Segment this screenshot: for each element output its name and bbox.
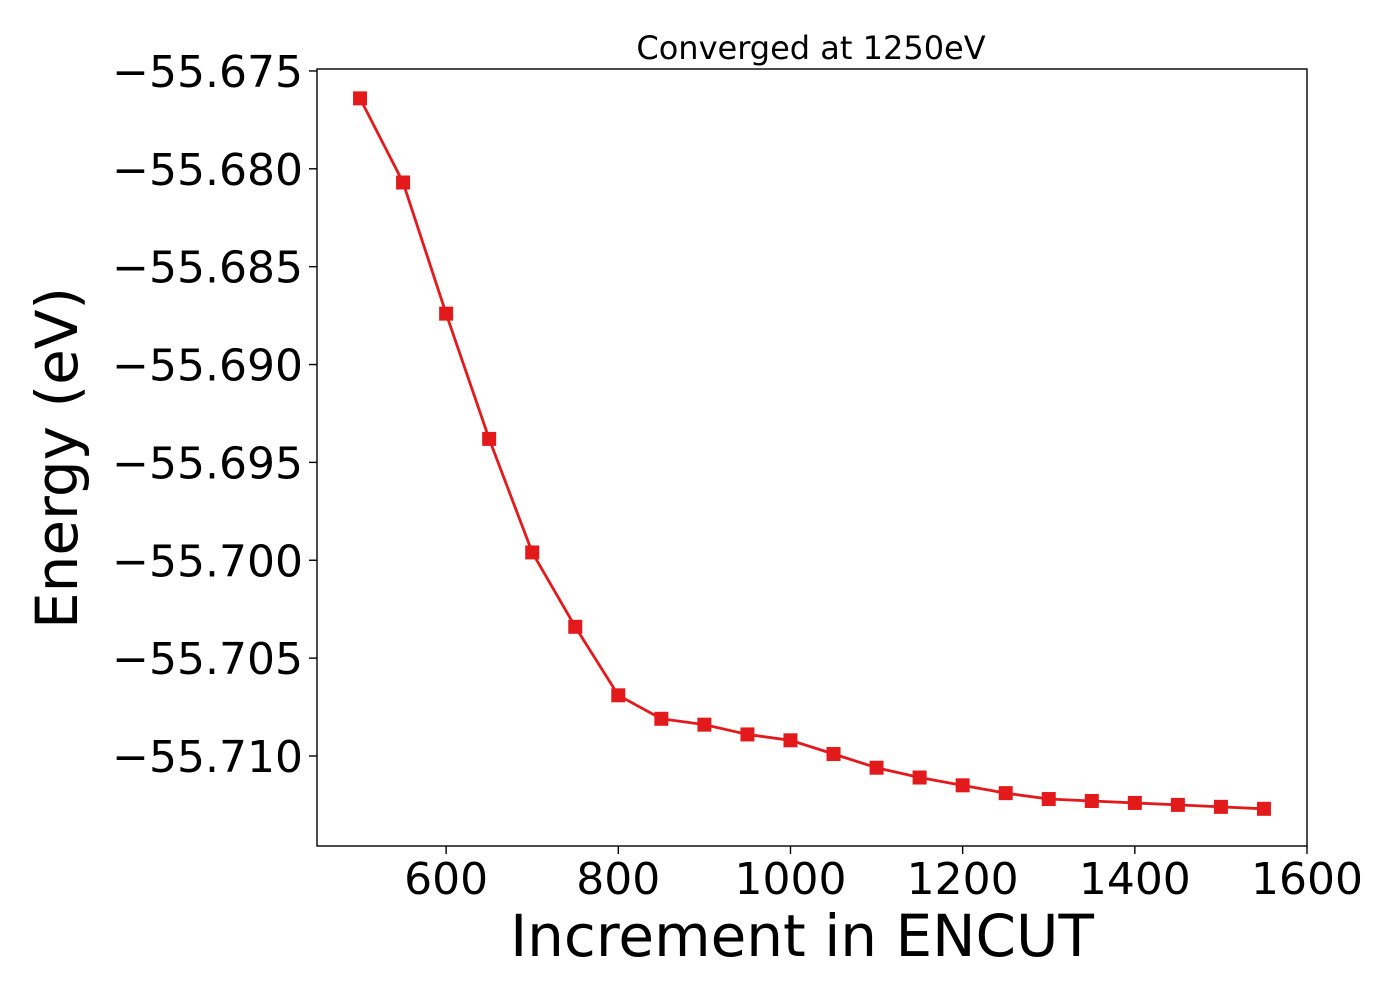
x-tick-label: 800 <box>576 854 660 905</box>
x-tick-label: 1200 <box>907 854 1019 905</box>
data-point-marker <box>1256 801 1271 816</box>
data-point-marker <box>1170 797 1185 812</box>
x-tick-label: 600 <box>404 854 488 905</box>
data-point-marker <box>654 711 669 726</box>
data-point-marker <box>1127 795 1142 810</box>
chart-title: Converged at 1250eV <box>636 29 985 67</box>
data-point-marker <box>869 760 884 775</box>
y-tick-label: −55.700 <box>112 536 303 587</box>
series-layer <box>353 91 1271 816</box>
data-point-marker <box>439 306 454 321</box>
data-point-marker <box>353 91 368 106</box>
y-tick-label: −55.690 <box>112 341 303 392</box>
data-point-marker <box>611 688 626 703</box>
data-point-marker <box>955 778 970 793</box>
data-point-marker <box>826 747 841 762</box>
y-tick-label: −55.680 <box>112 145 303 196</box>
data-point-marker <box>998 786 1013 801</box>
x-axis: 600 800 1000 1200 1400 1600 <box>404 846 1363 905</box>
plot-frame <box>316 68 1308 847</box>
data-point-marker <box>697 717 712 732</box>
data-point-marker <box>1213 799 1228 814</box>
data-point-marker <box>1084 793 1099 808</box>
x-axis-label: Increment in ENCUT <box>510 902 1094 970</box>
data-point-marker <box>396 175 411 190</box>
data-point-marker <box>740 727 755 742</box>
data-point-marker <box>568 619 583 634</box>
y-axis-label: Energy (eV) <box>23 287 91 629</box>
x-tick-label: 1400 <box>1079 854 1191 905</box>
x-tick-label: 1000 <box>734 854 846 905</box>
y-tick-label: −55.695 <box>112 438 303 489</box>
x-tick-label: 1600 <box>1251 854 1363 905</box>
y-axis: −55.675 −55.680 −55.685 −55.690 −55.695 −55.7… <box>112 47 317 783</box>
y-tick-label: −55.705 <box>112 634 303 685</box>
data-point-marker <box>525 545 540 560</box>
data-point-marker <box>912 770 927 785</box>
y-tick-label: −55.675 <box>112 47 303 98</box>
data-point-marker <box>1041 792 1056 807</box>
y-tick-label: −55.710 <box>112 732 303 783</box>
y-tick-label: −55.685 <box>112 243 303 294</box>
data-point-marker <box>482 431 497 446</box>
series-line <box>358 97 1265 811</box>
data-point-marker <box>783 733 798 748</box>
